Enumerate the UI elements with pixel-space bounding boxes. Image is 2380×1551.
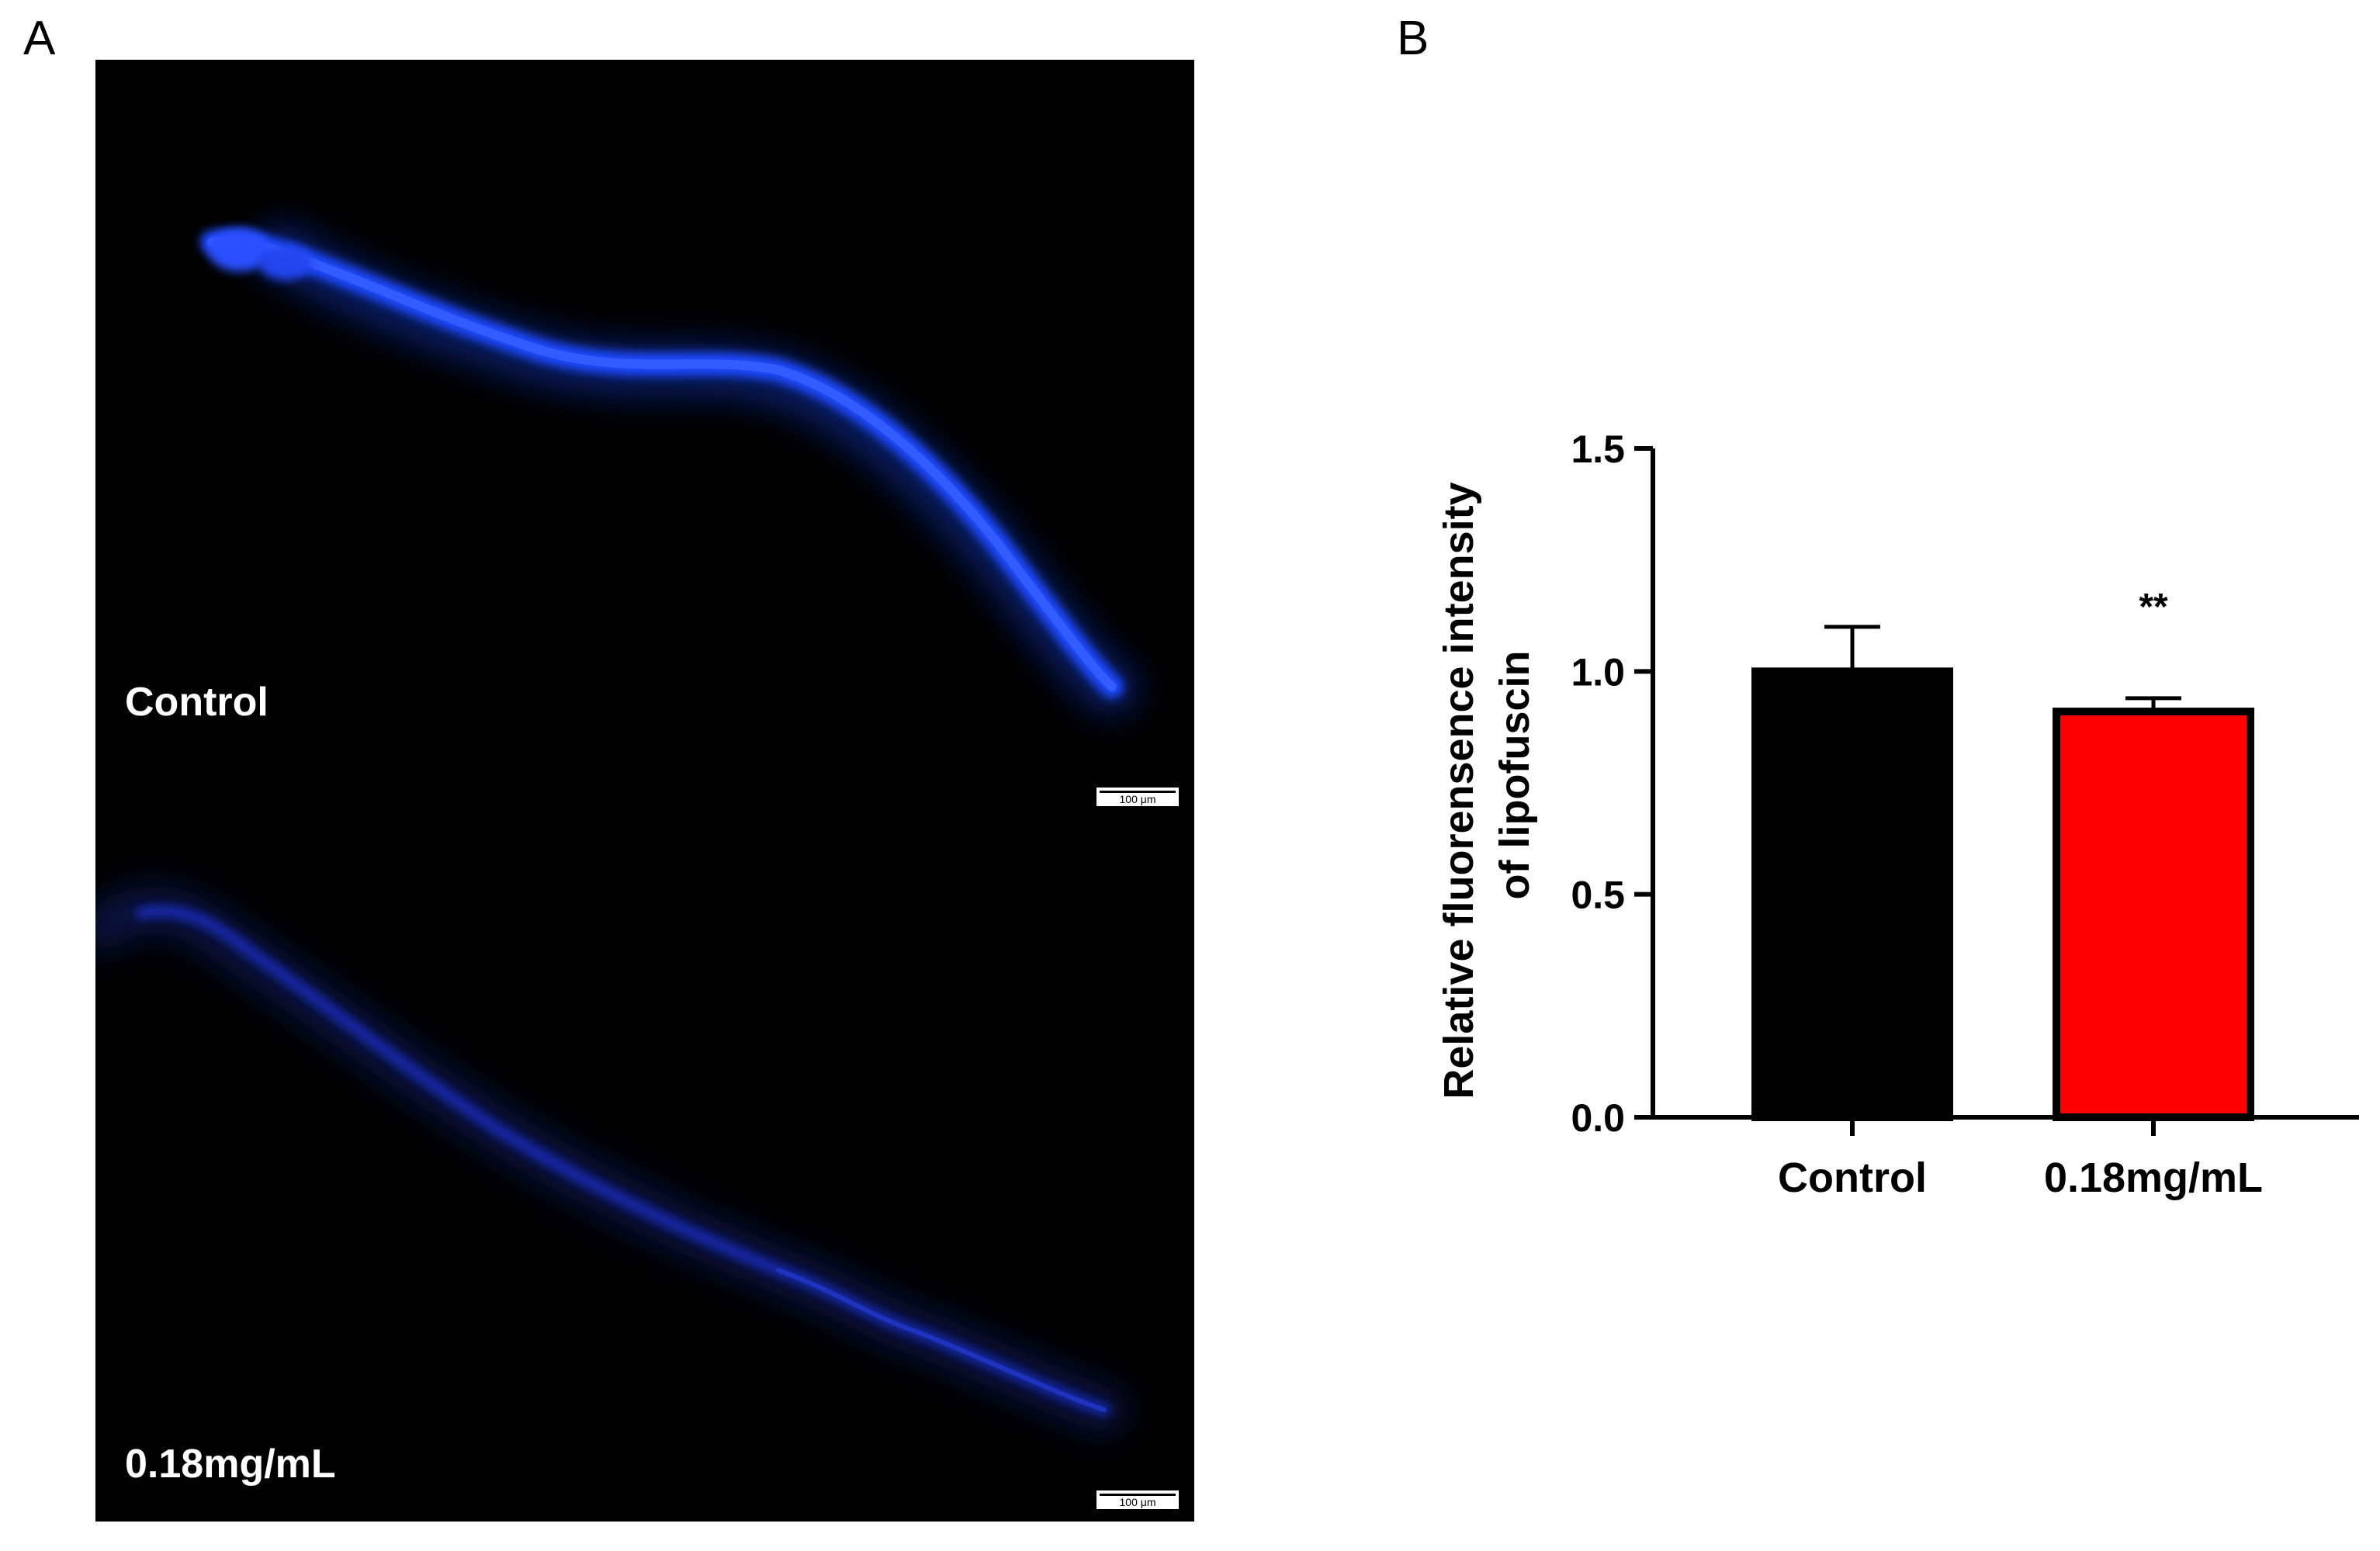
scale-bar-lower-text: 100 μm xyxy=(1119,1496,1156,1508)
micrograph-panel: Control 0.18mg/mL 100 μm 100 μm xyxy=(95,60,1194,1522)
control-label: Control xyxy=(125,680,268,725)
panel-b-letter: B xyxy=(1397,12,1429,65)
y-tick-label: 1.0 xyxy=(1571,650,1625,694)
bar-treated xyxy=(2053,708,2254,1121)
y-axis-label-line2: of lipofuscin xyxy=(1491,651,1538,900)
scale-bar-upper-text: 100 μm xyxy=(1119,793,1156,805)
panel-a-letter: A xyxy=(23,12,56,65)
chart-axes: 0.0 0.5 1.0 1.5 xyxy=(1571,428,2359,1140)
y-tick-label: 0.0 xyxy=(1571,1096,1625,1140)
significance-annotation: ** xyxy=(2139,587,2168,628)
treated-worm xyxy=(95,885,1128,1433)
y-axis-label-line1: Relative fluorensence intensity xyxy=(1436,482,1482,1099)
chart-labels: Relative fluorensence intensity of lipofu… xyxy=(1436,482,2263,1201)
x-tick-label: 0.18mg/mL xyxy=(2044,1155,2263,1201)
bar-control xyxy=(1751,667,1953,1122)
scale-bar-lower: 100 μm xyxy=(1095,1489,1180,1511)
y-tick-label: 0.5 xyxy=(1571,874,1625,917)
x-tick-label: Control xyxy=(1778,1155,1927,1201)
y-tick-label: 1.5 xyxy=(1571,428,1625,471)
scale-bar-upper: 100 μm xyxy=(1095,786,1180,808)
micrograph-image xyxy=(95,223,1139,1433)
control-worm xyxy=(200,223,1139,715)
treated-label: 0.18mg/mL xyxy=(125,1442,336,1487)
chart-bars xyxy=(1751,625,2254,1122)
bar-chart: 0.0 0.5 1.0 1.5 Relative fluorensence inten… xyxy=(1436,428,2359,1201)
